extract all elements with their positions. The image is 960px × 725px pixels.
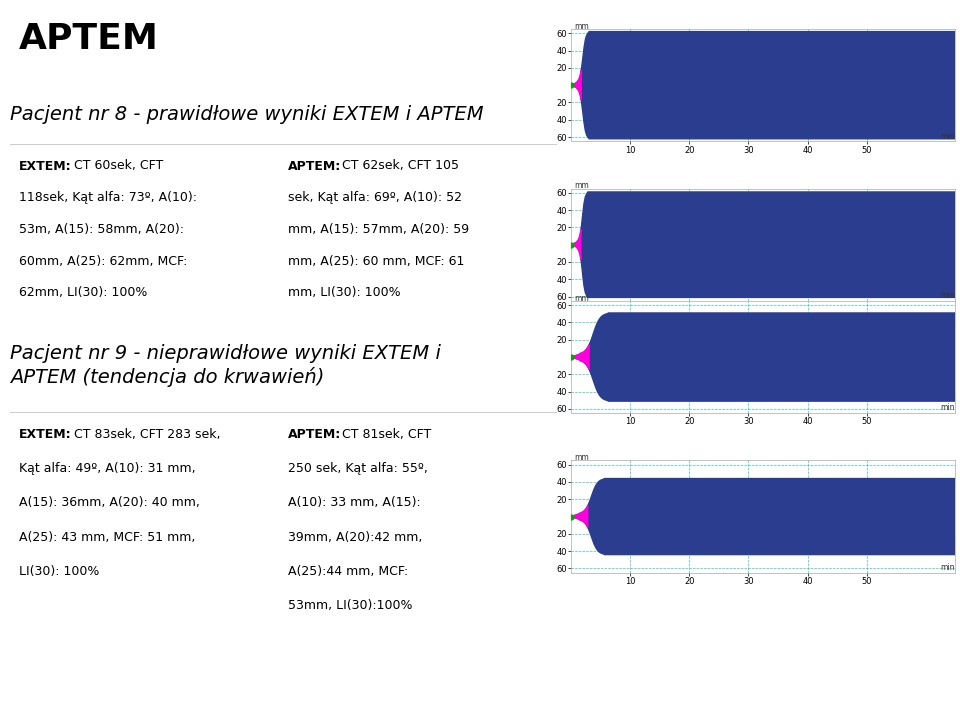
Text: CT 62sek, CFT 105: CT 62sek, CFT 105 (343, 160, 460, 173)
Text: mm: mm (574, 181, 588, 190)
Text: mm: mm (574, 22, 588, 30)
Text: APTEM: APTEM (19, 22, 159, 56)
Text: CT 60sek, CFT: CT 60sek, CFT (74, 160, 163, 173)
Text: CT 83sek, CFT 283 sek,: CT 83sek, CFT 283 sek, (74, 428, 220, 441)
Text: sek, Kąt alfa: 69º, A(10): 52: sek, Kąt alfa: 69º, A(10): 52 (288, 191, 462, 204)
Text: LI(30): 100%: LI(30): 100% (19, 565, 100, 578)
Text: Kąt alfa: 49º, A(10): 31 mm,: Kąt alfa: 49º, A(10): 31 mm, (19, 462, 196, 475)
Text: min: min (941, 563, 955, 572)
Polygon shape (571, 192, 955, 297)
Text: A(25):44 mm, MCF:: A(25):44 mm, MCF: (288, 565, 408, 578)
Text: EXTEM:: EXTEM: (19, 160, 72, 173)
Polygon shape (571, 313, 955, 401)
Polygon shape (571, 506, 588, 527)
Text: APTEM:: APTEM: (288, 428, 341, 441)
Text: 53mm, LI(30):100%: 53mm, LI(30):100% (288, 599, 413, 612)
Text: mm: mm (574, 294, 588, 302)
Text: APTEM:: APTEM: (288, 160, 341, 173)
Text: A(25): 43 mm, MCF: 51 mm,: A(25): 43 mm, MCF: 51 mm, (19, 531, 196, 544)
Text: min: min (941, 291, 955, 300)
Text: CT 81sek, CFT: CT 81sek, CFT (343, 428, 432, 441)
Text: mm, A(25): 60 mm, MCF: 61: mm, A(25): 60 mm, MCF: 61 (288, 254, 465, 268)
Text: 62mm, LI(30): 100%: 62mm, LI(30): 100% (19, 286, 148, 299)
Text: min: min (941, 131, 955, 141)
Polygon shape (571, 478, 955, 555)
Text: A(10): 33 mm, A(15):: A(10): 33 mm, A(15): (288, 496, 420, 509)
Text: 60mm, A(25): 62mm, MCF:: 60mm, A(25): 62mm, MCF: (19, 254, 187, 268)
Polygon shape (571, 230, 581, 260)
Text: 250 sek, Kąt alfa: 55º,: 250 sek, Kąt alfa: 55º, (288, 462, 428, 475)
Text: 118sek, Kąt alfa: 73º, A(10):: 118sek, Kąt alfa: 73º, A(10): (19, 191, 197, 204)
Polygon shape (571, 32, 955, 138)
Text: mm: mm (574, 453, 588, 462)
Text: A(15): 36mm, A(20): 40 mm,: A(15): 36mm, A(20): 40 mm, (19, 496, 200, 509)
Text: 39mm, A(20):42 mm,: 39mm, A(20):42 mm, (288, 531, 422, 544)
Polygon shape (571, 70, 581, 100)
Polygon shape (571, 345, 589, 369)
Text: min: min (941, 403, 955, 413)
Text: Pacjent nr 9 - nieprawidłowe wyniki EXTEM i
APTEM (tendencja do krwawień): Pacjent nr 9 - nieprawidłowe wyniki EXTE… (10, 344, 441, 386)
Text: EXTEM:: EXTEM: (19, 428, 72, 441)
Text: 53m, A(15): 58mm, A(20):: 53m, A(15): 58mm, A(20): (19, 223, 184, 236)
Text: Pacjent nr 8 - prawidłowe wyniki EXTEM i APTEM: Pacjent nr 8 - prawidłowe wyniki EXTEM i… (10, 105, 483, 124)
Text: mm, LI(30): 100%: mm, LI(30): 100% (288, 286, 400, 299)
Text: mm, A(15): 57mm, A(20): 59: mm, A(15): 57mm, A(20): 59 (288, 223, 469, 236)
